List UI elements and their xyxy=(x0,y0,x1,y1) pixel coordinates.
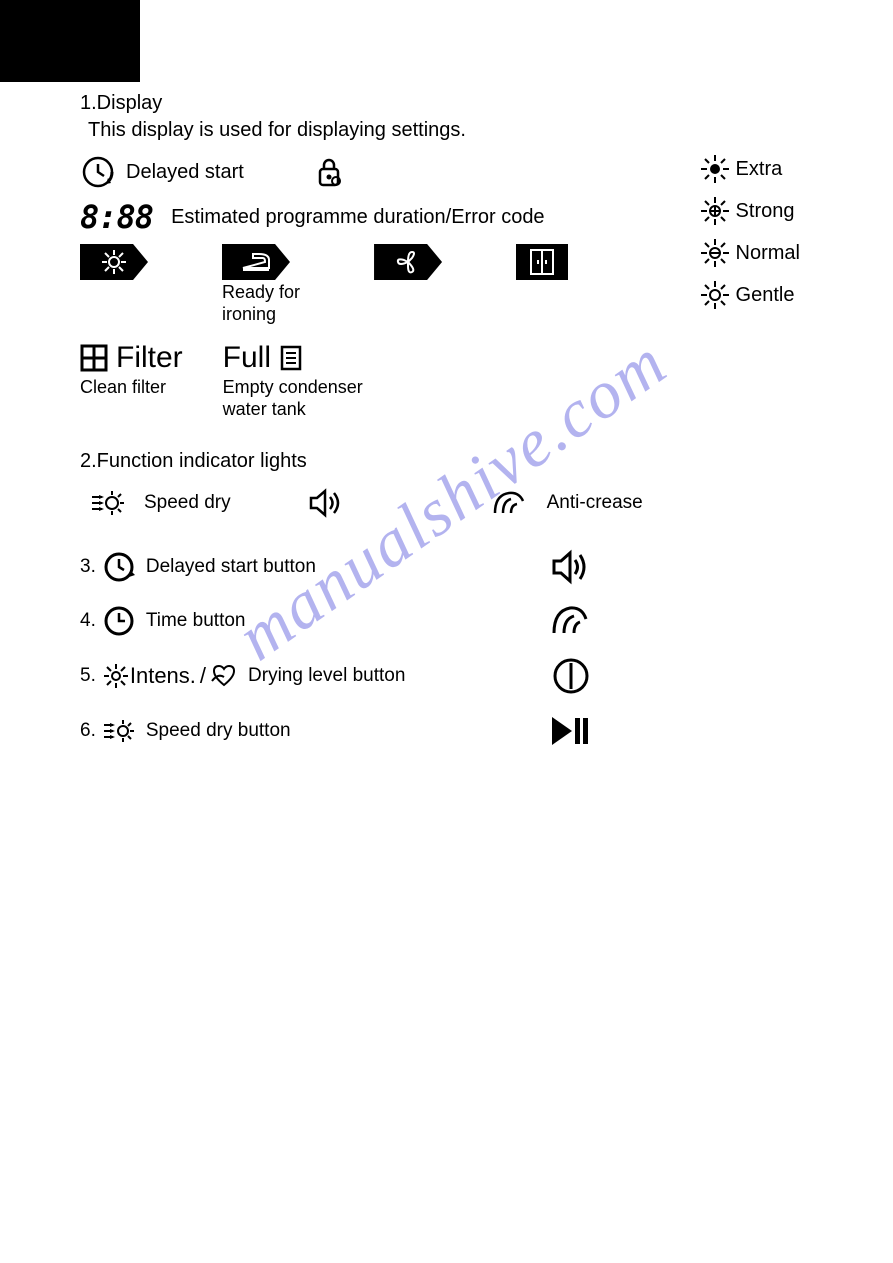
anti-crease-label: Anti-crease xyxy=(547,492,643,514)
filter-text: Filter xyxy=(116,341,183,375)
intensity-levels: Extra Strong Normal Gentle xyxy=(700,154,800,310)
speed-dry-button-icon xyxy=(102,716,136,746)
ready-ironing-label: Ready for ironing xyxy=(222,282,300,325)
gentle-label: Gentle xyxy=(736,284,795,307)
intens-sun-icon xyxy=(102,662,130,690)
delayed-start-button-label: Delayed start button xyxy=(146,556,316,578)
time-button-icon xyxy=(102,604,136,638)
speed-dry-label: Speed dry xyxy=(144,492,231,514)
level-fan-icon xyxy=(374,244,442,280)
strong-sun-icon xyxy=(700,196,730,226)
num-4: 4. xyxy=(80,610,96,632)
empty-condenser-label: Empty condenser water tank xyxy=(223,377,363,420)
estimated-label: Estimated programme duration/Error code xyxy=(171,206,545,229)
feather-right-icon xyxy=(548,603,590,639)
gentle-sun-icon xyxy=(700,280,730,310)
extra-label: Extra xyxy=(736,158,783,181)
delayed-start-label: Delayed start xyxy=(126,161,244,184)
delayed-start-button-icon xyxy=(102,550,136,584)
num-3: 3. xyxy=(80,556,96,578)
anti-crease-icon xyxy=(489,487,529,519)
tank-icon xyxy=(279,344,303,372)
extra-sun-icon xyxy=(700,154,730,184)
full-text: Full xyxy=(223,341,271,375)
seven-segment-display: 8:88 xyxy=(80,198,153,236)
section1-title: 1.Display xyxy=(80,92,840,115)
heart-care-icon xyxy=(210,663,238,689)
play-pause-right-icon xyxy=(548,713,590,749)
page-content: 1.Display This display is used for displ… xyxy=(80,92,840,767)
normal-sun-icon xyxy=(700,238,730,268)
section1-desc: This display is used for displaying sett… xyxy=(88,119,840,142)
speed-dry-icon xyxy=(90,487,126,519)
level-iron-icon xyxy=(222,244,290,280)
speaker-right-icon xyxy=(550,549,590,585)
filter-grid-icon xyxy=(80,344,108,372)
section2-title: 2.Function indicator lights xyxy=(80,450,840,473)
header-black-box xyxy=(0,0,140,82)
speaker-icon xyxy=(307,487,343,519)
strong-label: Strong xyxy=(736,200,795,223)
drying-level-button-label: Drying level button xyxy=(248,665,405,687)
power-right-icon xyxy=(552,657,590,695)
normal-label: Normal xyxy=(736,242,800,265)
clock-arrow-icon xyxy=(80,154,116,190)
time-button-label: Time button xyxy=(146,610,246,632)
intens-text: Intens. xyxy=(130,663,196,689)
level-cupboard-icon xyxy=(516,244,568,280)
lock-icon xyxy=(314,155,344,189)
level-sun-icon xyxy=(80,244,148,280)
num-5: 5. xyxy=(80,665,96,687)
num-6: 6. xyxy=(80,720,96,742)
clean-filter-label: Clean filter xyxy=(80,377,183,399)
slash-divider: / xyxy=(200,663,206,689)
speed-dry-button-label: Speed dry button xyxy=(146,720,291,742)
